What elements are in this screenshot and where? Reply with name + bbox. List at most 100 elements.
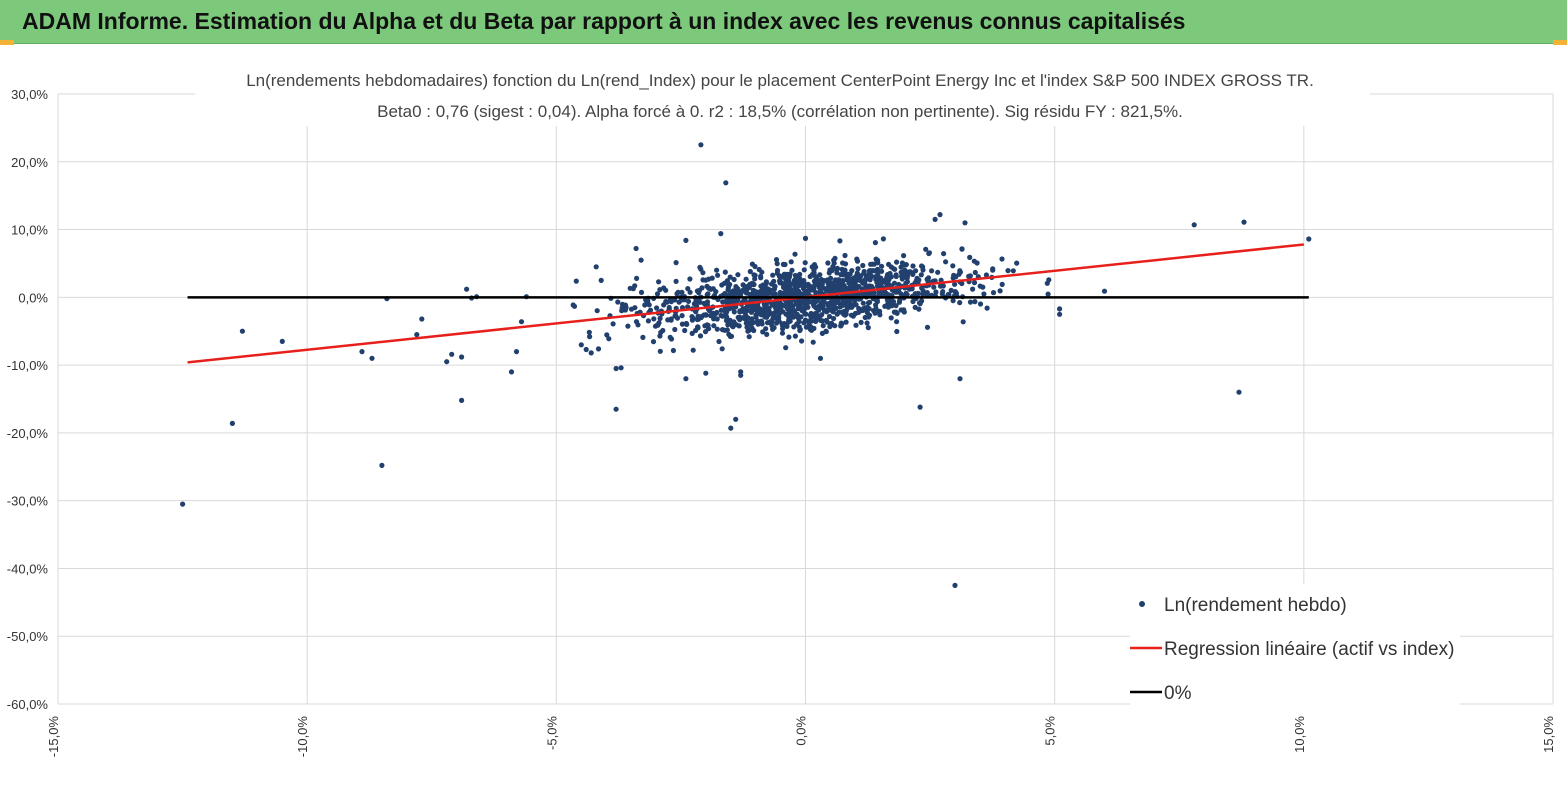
data-point <box>759 269 765 275</box>
data-point <box>923 246 929 252</box>
data-point <box>708 313 714 319</box>
data-point <box>815 315 821 321</box>
data-point <box>763 310 770 316</box>
data-point <box>898 307 904 313</box>
data-point <box>929 268 935 274</box>
data-point <box>720 299 726 305</box>
data-point <box>837 238 843 244</box>
data-point <box>593 264 599 270</box>
data-point <box>714 326 720 332</box>
data-point <box>606 336 612 342</box>
data-point <box>1010 268 1016 274</box>
data-point <box>695 325 701 331</box>
data-point <box>633 245 639 252</box>
data-point <box>684 321 690 327</box>
data-point <box>753 312 759 318</box>
data-point <box>803 311 809 317</box>
data-point <box>874 299 881 305</box>
data-point <box>812 311 818 317</box>
data-point <box>891 309 898 315</box>
data-point <box>912 279 919 286</box>
data-point <box>950 263 956 269</box>
data-point <box>898 264 904 270</box>
data-point <box>924 324 931 330</box>
data-point <box>704 292 710 298</box>
data-point <box>786 277 792 284</box>
data-point <box>895 287 902 293</box>
data-point <box>775 309 781 315</box>
data-point <box>638 257 644 263</box>
data-point <box>872 310 878 316</box>
data-point <box>997 288 1003 294</box>
data-point <box>652 323 659 329</box>
data-point <box>948 287 954 293</box>
data-point <box>974 260 980 266</box>
data-point <box>805 323 811 329</box>
data-point <box>788 259 794 265</box>
data-point <box>772 284 778 290</box>
data-point <box>839 266 845 272</box>
title-background <box>195 64 1370 126</box>
data-point <box>837 280 843 286</box>
x-axis-ticks: -15,0% -10,0% -5,0% 0,0% 5,0% 10,0% 15,0% <box>46 716 1556 758</box>
data-point <box>703 312 709 318</box>
data-point <box>977 283 983 289</box>
data-point <box>610 321 616 327</box>
data-point <box>615 299 621 305</box>
data-point <box>816 278 822 284</box>
data-point <box>699 285 705 291</box>
data-point <box>795 283 801 289</box>
data-point <box>828 275 834 281</box>
data-point <box>766 305 772 311</box>
data-point <box>673 260 679 266</box>
data-point <box>229 420 235 426</box>
data-point <box>820 323 826 329</box>
data-point <box>699 313 705 320</box>
y-axis-ticks: 30,0% 20,0% 10,0% 0,0% -10,0% -20,0% -30,0% -40… <box>7 87 49 712</box>
data-point <box>744 319 750 325</box>
data-point <box>893 273 899 280</box>
data-point <box>790 314 797 320</box>
data-point <box>865 300 872 306</box>
data-point <box>369 355 375 361</box>
data-point <box>687 276 693 282</box>
data-point <box>924 291 930 298</box>
data-point <box>801 320 807 326</box>
data-point <box>667 297 674 303</box>
data-point <box>789 306 796 312</box>
data-point <box>959 246 965 252</box>
data-point <box>753 305 760 311</box>
data-point <box>867 312 873 318</box>
data-point <box>722 269 728 275</box>
x-tick-label: -5,0% <box>544 716 559 750</box>
y-tick-label: -50,0% <box>7 629 49 644</box>
data-point <box>702 329 709 335</box>
data-point <box>702 323 708 329</box>
data-point <box>682 327 688 334</box>
data-point <box>831 315 837 322</box>
data-point <box>736 323 742 329</box>
data-point <box>679 321 686 327</box>
data-point <box>935 269 941 275</box>
data-point <box>894 259 900 265</box>
data-point <box>826 270 832 276</box>
data-point <box>789 267 795 273</box>
data-point <box>714 309 720 316</box>
data-point <box>578 342 584 348</box>
data-point <box>894 319 900 325</box>
data-point <box>724 278 731 284</box>
data-point <box>758 283 764 289</box>
data-point <box>819 281 825 287</box>
data-point <box>805 300 811 306</box>
data-point <box>759 321 765 327</box>
data-point <box>919 298 925 304</box>
data-point <box>729 323 736 329</box>
data-point <box>854 277 860 283</box>
data-point <box>926 250 933 256</box>
data-point <box>586 329 592 335</box>
data-point <box>634 275 640 281</box>
data-point <box>845 304 851 310</box>
data-point <box>836 309 842 315</box>
data-point <box>764 287 771 293</box>
data-point <box>719 346 725 352</box>
